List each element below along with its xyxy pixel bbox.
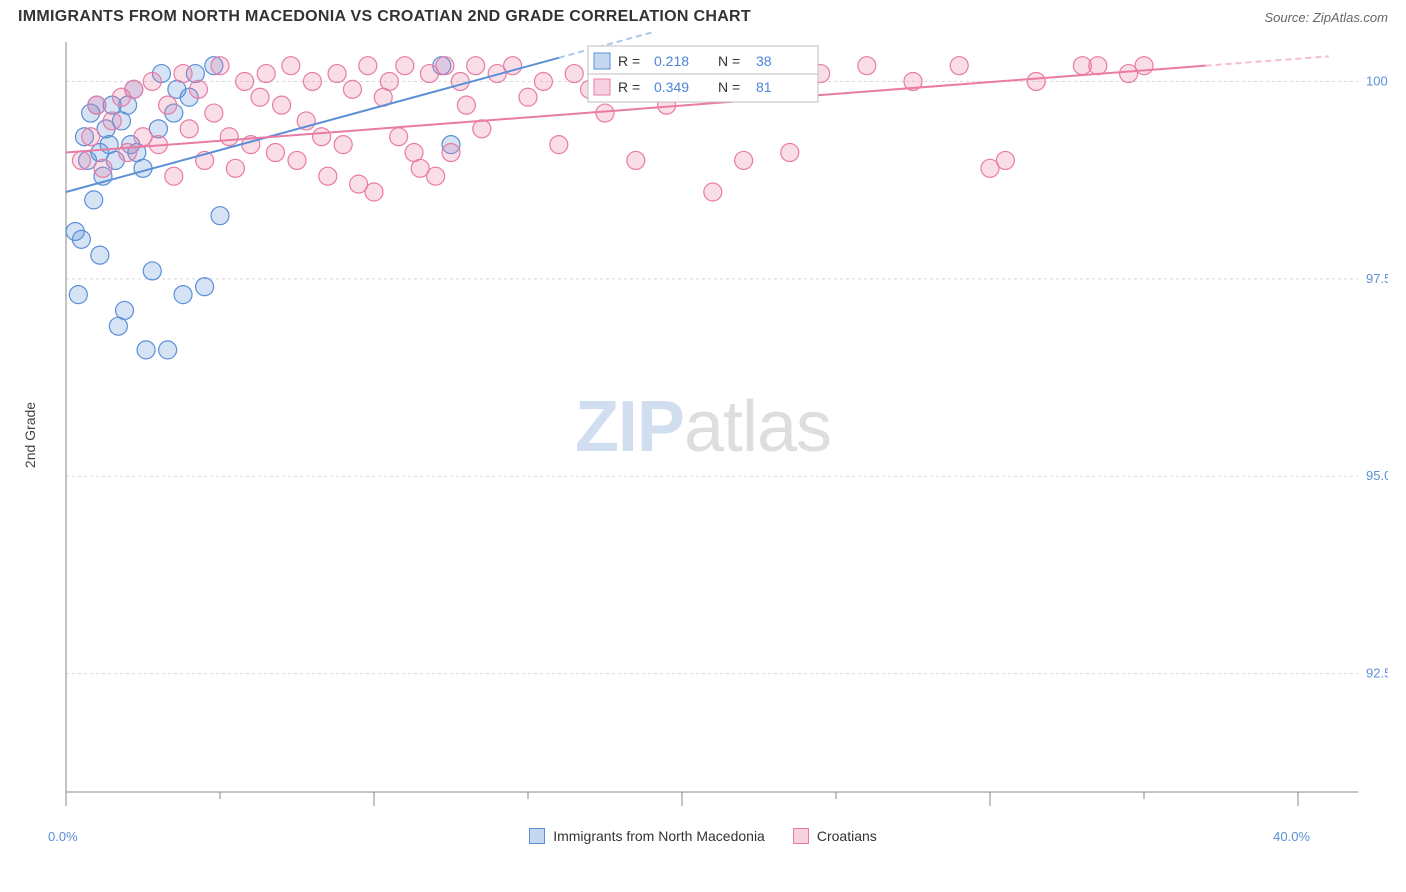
chart-header: IMMIGRANTS FROM NORTH MACEDONIA VS CROAT… [0,0,1406,32]
x-axis-min-label: 0.0% [48,829,78,844]
x-axis-max-label: 40.0% [1273,829,1310,844]
svg-text:N =: N = [718,79,740,95]
legend-entry-croatians: Croatians [793,828,877,844]
svg-text:81: 81 [756,79,772,95]
svg-text:100.0%: 100.0% [1366,73,1388,88]
svg-text:97.5%: 97.5% [1366,271,1388,286]
source-label: Source: [1264,10,1312,25]
footer-legend: 0.0% Immigrants from North Macedonia Cro… [0,822,1406,844]
chart-container: 2nd Grade 92.5% 95.0% 97.5% 100.0% R = 0.218 N… [18,32,1388,822]
legend-entry-macedonia: Immigrants from North Macedonia [529,828,765,844]
scatter-chart: 92.5% 95.0% 97.5% 100.0% R = 0.218 N = 38 R = 0.3… [18,32,1388,822]
legend-swatch-macedonia [529,828,545,844]
source-attribution: Source: ZipAtlas.com [1264,10,1388,25]
svg-text:N =: N = [718,53,740,69]
svg-text:R =: R = [618,79,640,95]
y-axis-title: 2nd Grade [22,402,38,468]
svg-text:R =: R = [618,53,640,69]
svg-text:38: 38 [756,53,772,69]
svg-text:92.5%: 92.5% [1366,666,1388,681]
legend-label-croatians: Croatians [817,828,877,844]
chart-title: IMMIGRANTS FROM NORTH MACEDONIA VS CROAT… [18,8,751,26]
svg-text:0.349: 0.349 [654,79,689,95]
legend-swatch-croatians [793,828,809,844]
legend-label-macedonia: Immigrants from North Macedonia [553,828,765,844]
source-value: ZipAtlas.com [1313,10,1388,25]
svg-text:0.218: 0.218 [654,53,689,69]
svg-text:95.0%: 95.0% [1366,468,1388,483]
